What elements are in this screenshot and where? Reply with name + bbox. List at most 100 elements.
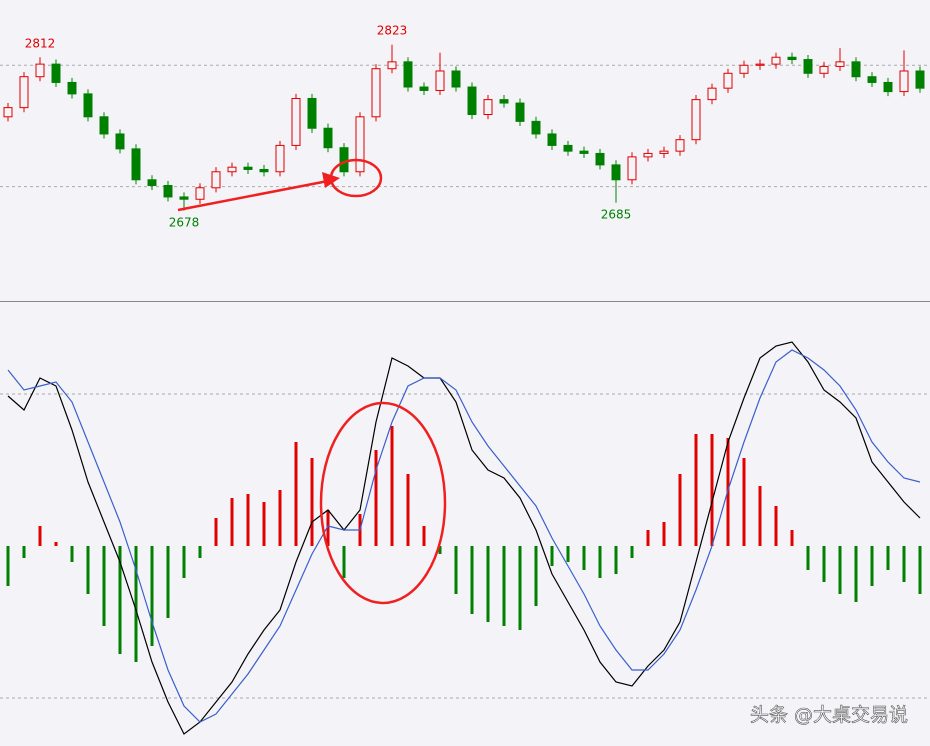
candle-body [451,70,461,88]
macd-bar [262,502,266,546]
macd-bar [566,546,570,562]
macd-bar [678,474,682,546]
candle-body [803,59,813,74]
candle-body [483,99,493,116]
macd-bar [822,546,826,582]
macd-bar [614,546,618,574]
candle-body [435,70,445,91]
candle-body [515,102,525,122]
macd-bar [518,546,522,630]
candle-body [403,61,413,88]
macd-bar [886,546,890,570]
candle-body [835,61,845,67]
macd-bar [246,494,250,546]
macd-bar [454,546,458,594]
macd-bar [710,434,714,546]
candle-body [339,147,349,173]
candle-body [915,70,925,89]
candle-body [19,76,29,109]
candle-body [291,97,301,146]
macd-line [7,349,921,723]
candle-body [595,152,605,166]
candle-body [675,139,685,152]
macd-bar [582,546,586,570]
candle-body [243,166,253,170]
candle-body [163,184,173,198]
highlight-circle [329,158,383,198]
candle-body [323,127,333,149]
candle-body [563,144,573,152]
candle-body [867,76,877,83]
candle-body [67,81,77,95]
candle-body [819,65,829,74]
macd-bar [182,546,186,578]
candle-body [739,64,749,74]
macd-bar [694,434,698,546]
candle-body [691,99,701,141]
high-label: 2812 [25,36,56,50]
macd-bar [294,442,298,546]
candle-body [531,120,541,135]
candle-body [35,63,45,78]
macd-bar [150,546,154,646]
candle-body [467,86,477,116]
macd-bar [390,426,394,546]
candle-body [147,179,157,186]
macd-line [7,341,921,735]
candle-body [387,61,397,70]
macd-bar [342,546,346,578]
highlight-circle [319,401,447,605]
low-label: 2678 [169,216,200,230]
candle-body [259,168,269,173]
macd-bar [198,546,202,558]
candle-body [627,156,637,181]
macd-bar [742,458,746,546]
macd-bar [758,486,762,546]
macd-bar [438,546,442,554]
candle-body [179,196,189,200]
candle-body [659,150,669,154]
macd-bar [806,546,810,570]
candle-body [115,133,125,150]
macd-bar [166,546,170,618]
candle-body [355,116,365,173]
candle-body [99,116,109,135]
macd-bar [630,546,634,558]
low-label: 2685 [601,208,632,222]
macd-bar [902,546,906,582]
macd-bar [486,546,490,622]
macd-bar [838,546,842,594]
candle-body [83,93,93,118]
candle-body [307,97,317,129]
candle-body [131,148,141,181]
macd-bar [662,522,666,546]
macd-bar [134,546,138,662]
macd-bar [54,542,58,546]
macd-bar [774,506,778,546]
candle-body [547,133,557,146]
candle-body [771,56,781,65]
candle-body [419,86,429,91]
macd-bar [470,546,474,614]
macd-bar [534,546,538,606]
candle-body [723,72,733,89]
macd-bar [422,526,426,546]
macd-bar [646,530,650,546]
macd-bar [502,546,506,626]
high-label: 2823 [377,24,408,38]
macd-bar [6,546,10,586]
macd-bar [310,458,314,546]
macd-bar [70,546,74,562]
macd-bar [38,526,42,546]
candle-body [851,61,861,78]
macd-bar [118,546,122,654]
candle-body [611,164,621,181]
candle-body [211,171,221,189]
plot: 2812 2823 2678 2685 [0,24,930,735]
macd-bar [278,490,282,546]
macd-bar [374,450,378,546]
macd-bar [102,546,106,626]
